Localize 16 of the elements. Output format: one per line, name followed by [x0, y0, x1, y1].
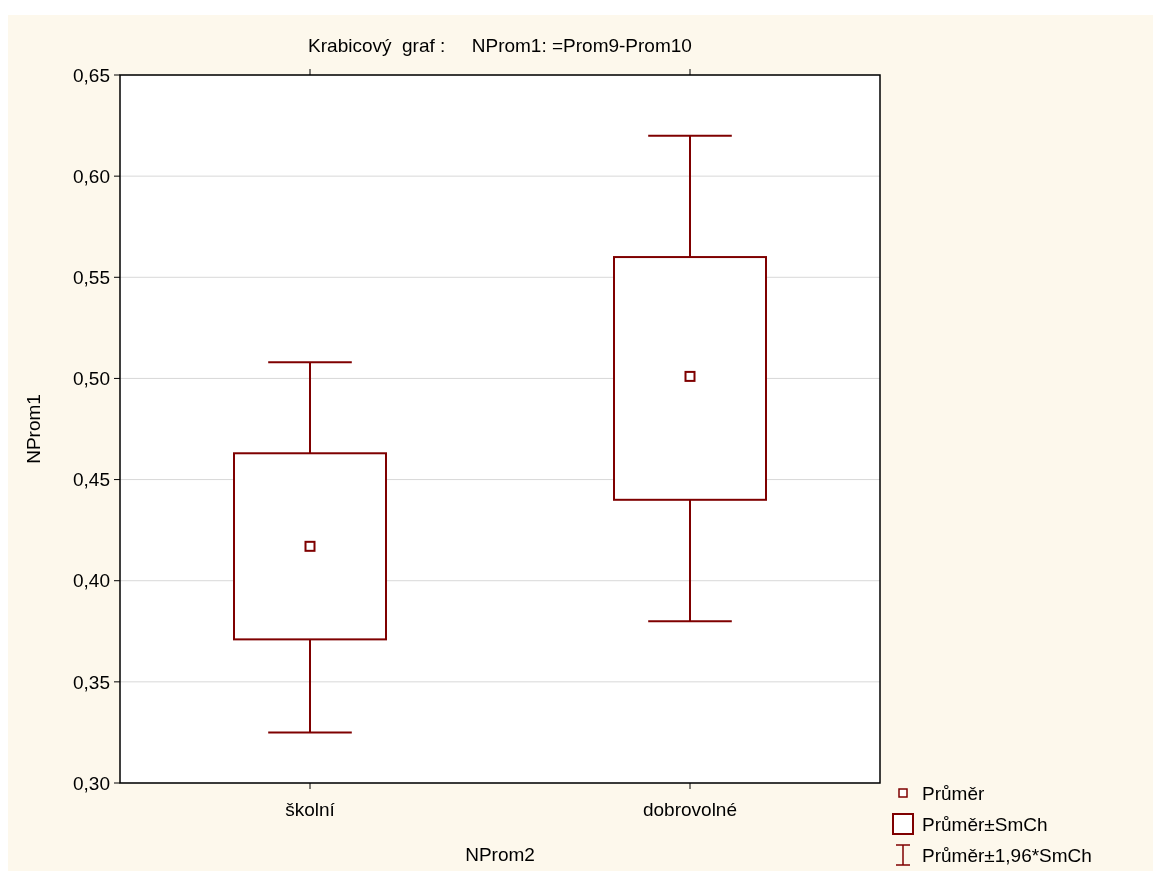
- chart-title: Krabicový graf : NProm1: =Prom9-Prom10: [308, 35, 692, 56]
- y-axis-title: NProm1: [23, 394, 44, 464]
- x-tick-label: školní: [285, 799, 336, 820]
- y-tick-label: 0,65: [73, 64, 110, 86]
- y-tick-label: 0,60: [73, 165, 110, 187]
- y-tick-label: 0,30: [73, 772, 110, 794]
- y-tick-label: 0,35: [73, 671, 110, 693]
- y-tick-label: 0,45: [73, 469, 110, 491]
- y-tick-label: 0,50: [73, 368, 110, 390]
- y-tick-label: 0,55: [73, 266, 110, 288]
- text: Průměr±SmCh: [922, 813, 1048, 835]
- text: Průměr±1,96*SmCh: [922, 844, 1092, 866]
- y-tick-label: 0,40: [73, 570, 110, 592]
- x-tick-label: dobrovolné: [642, 799, 738, 820]
- text: Průměr: [922, 782, 985, 804]
- x-axis-title: NProm2: [465, 844, 535, 865]
